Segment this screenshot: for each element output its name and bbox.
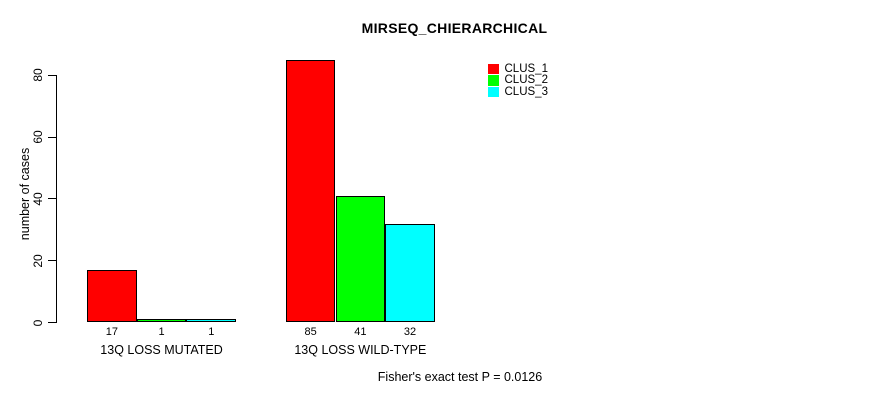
legend-label: CLUS_2 <box>504 74 548 87</box>
legend-swatch <box>488 75 499 86</box>
legend-item: CLUS_3 <box>488 86 548 98</box>
bar-clus_2 <box>136 319 187 323</box>
x-category-label: 13Q LOSS MUTATED <box>100 343 223 357</box>
bar-clus_1 <box>285 59 336 323</box>
chart-title: MIRSEQ_CHIERARCHICAL <box>361 20 548 36</box>
bar-value-label: 85 <box>304 326 317 338</box>
bar-clus_3 <box>186 319 237 323</box>
y-tick <box>48 198 57 200</box>
y-tick-label: 0 <box>31 319 45 326</box>
bar-value-label: 41 <box>354 326 367 338</box>
stat-annotation: Fisher's exact test P = 0.0126 <box>377 370 543 384</box>
legend-item: CLUS_2 <box>488 74 548 87</box>
y-tick <box>48 321 57 324</box>
bar-clus_2 <box>335 195 386 323</box>
legend-label: CLUS_3 <box>504 85 548 98</box>
legend-swatch <box>488 86 499 98</box>
y-tick <box>48 136 57 138</box>
y-tick-label: 40 <box>31 192 45 206</box>
bar-value-label: 32 <box>403 326 417 338</box>
bar-clus_3 <box>385 223 435 323</box>
bar-value-label: 1 <box>208 326 215 338</box>
x-category-label: 13Q LOSS WILD-TYPE <box>294 343 427 357</box>
y-tick-label: 80 <box>31 68 45 82</box>
bar-value-label: 17 <box>105 326 118 338</box>
y-tick-label: 20 <box>31 254 45 268</box>
bar-value-label: 1 <box>158 326 165 338</box>
legend-swatch <box>488 63 499 75</box>
legend-label: CLUS_1 <box>504 62 548 75</box>
legend-item: CLUS_1 <box>488 63 548 75</box>
y-tick-label: 60 <box>31 130 45 144</box>
legend: CLUS_1 CLUS_2 CLUS_3 <box>488 63 548 98</box>
y-tick <box>48 260 57 262</box>
bar-clus_1 <box>87 269 137 323</box>
y-tick <box>48 74 57 76</box>
